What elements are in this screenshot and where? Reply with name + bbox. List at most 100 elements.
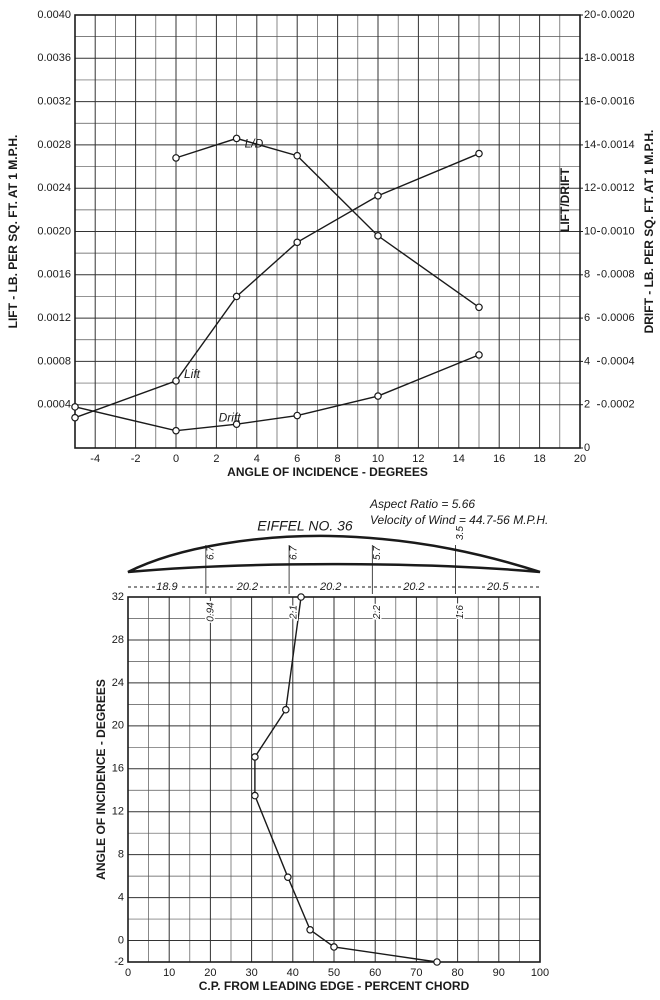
data-point	[293, 151, 302, 160]
series-label: L/D	[245, 137, 264, 151]
spacing-label: 20.2	[236, 581, 258, 593]
upper-ordinate: 5.7	[372, 546, 383, 560]
y-tick-label: 0.0036	[37, 52, 71, 64]
data-point	[475, 303, 483, 312]
upper-ordinate: 6.7	[206, 546, 217, 560]
upper-ordinate: 3.5	[455, 526, 466, 540]
spacing-label: 20.5	[486, 581, 509, 593]
data-point	[293, 238, 302, 247]
data-point	[284, 873, 292, 881]
data-point	[293, 411, 302, 420]
lower-ordinate: 2.2	[372, 605, 383, 620]
data-point	[232, 292, 241, 301]
y-tick-label: 24	[112, 677, 124, 689]
x-tick-label: 20	[204, 967, 216, 979]
y3-tick-label: 0.0012	[601, 182, 635, 194]
series-label: Lift	[184, 367, 201, 381]
x-tick-label: 6	[294, 453, 300, 465]
x-tick-label: 4	[254, 453, 260, 465]
y-tick-label: 0.0012	[37, 312, 71, 324]
x-axis-label: ANGLE OF INCIDENCE - DEGREES	[227, 465, 428, 479]
x-tick-label: 10	[372, 453, 384, 465]
data-point	[281, 705, 290, 714]
series-line	[74, 152, 480, 419]
y-axis-label: LIFT - LB. PER SQ. FT. AT 1 M.P.H.	[6, 135, 20, 329]
y3-tick-label: 0.0018	[601, 52, 635, 64]
y-tick-label: 20	[112, 720, 124, 732]
data-point	[374, 392, 382, 400]
series-line	[175, 137, 480, 308]
y2-tick-label: 8	[584, 269, 590, 281]
y3-tick-label: 0.0016	[601, 96, 635, 108]
lower-ordinate: 2.1	[289, 605, 300, 620]
airfoil-section	[127, 534, 541, 574]
x-tick-label: 8	[335, 453, 341, 465]
y3-tick-label: 0.0004	[601, 355, 635, 367]
y-tick-label: -2	[114, 956, 124, 968]
x-tick-label: 40	[287, 967, 299, 979]
y2-tick-label: 2	[584, 399, 590, 411]
y2-tick-label: 0	[584, 442, 590, 454]
x-tick-label: 70	[410, 967, 422, 979]
x-tick-label: 10	[163, 967, 175, 979]
chart-title: EIFFEL NO. 36	[257, 518, 353, 534]
y-tick-label: 32	[112, 591, 124, 603]
data-point	[172, 426, 180, 435]
data-point	[172, 377, 180, 385]
y3-tick-label: 0.0006	[601, 312, 635, 324]
spacing-label: 18.9	[156, 581, 177, 593]
x-tick-label: 2	[213, 453, 219, 465]
y-tick-label: 8	[118, 849, 124, 861]
x-tick-label: 20	[574, 453, 586, 465]
y-tick-label: 0.0008	[37, 355, 71, 367]
y3-tick-label: 0.0010	[601, 225, 635, 237]
data-point	[71, 403, 79, 411]
y-tick-label: 0.0024	[37, 182, 71, 194]
spacing-label: 20.2	[402, 581, 424, 593]
y-tick-label: 12	[112, 806, 124, 818]
y3-tick-label: 0.0014	[601, 139, 635, 151]
y-tick-label: 0.0028	[37, 139, 71, 151]
data-point	[330, 943, 338, 951]
series-line	[74, 354, 480, 432]
series-line	[254, 596, 438, 963]
x-tick-label: 50	[328, 967, 340, 979]
x-tick-label: 18	[533, 453, 545, 465]
x-tick-label: 90	[493, 967, 505, 979]
data-point	[232, 420, 241, 428]
y3-axis-label: DRIFT - LB. PER SQ. FT. AT 1 M.P.H.	[642, 130, 656, 334]
y2-tick-label: 14	[584, 139, 596, 151]
data-point	[475, 149, 483, 158]
y-tick-label: 0.0016	[37, 269, 71, 281]
y2-tick-label: 6	[584, 312, 590, 324]
y2-tick-label: 16	[584, 96, 596, 108]
upper-ordinate: 6.7	[289, 546, 300, 560]
y2-tick-label: 12	[584, 182, 596, 194]
x-tick-label: 14	[453, 453, 465, 465]
y2-axis-label: LIFT/DRIFT	[558, 167, 572, 232]
y2-tick-label: 4	[584, 355, 590, 367]
y-tick-label: 0.0004	[37, 399, 71, 411]
x-tick-label: 0	[173, 453, 179, 465]
x-tick-label: 0	[125, 967, 131, 979]
plot-frame	[127, 596, 541, 963]
annotation: Aspect Ratio = 5.66	[369, 497, 475, 511]
y2-tick-label: 20	[584, 9, 596, 21]
y-tick-label: 0.0020	[37, 225, 71, 237]
x-tick-label: -2	[131, 453, 141, 465]
y-tick-label: 4	[118, 891, 124, 903]
x-tick-label: 100	[531, 967, 549, 979]
y3-tick-label: 0.0002	[601, 399, 635, 411]
data-point	[475, 351, 483, 359]
data-point	[71, 413, 79, 422]
data-point	[172, 154, 180, 162]
spacing-label: 20.2	[319, 581, 341, 593]
x-tick-label: 30	[245, 967, 257, 979]
x-tick-label: -4	[90, 453, 100, 465]
data-point	[374, 232, 382, 240]
y-axis-label: ANGLE OF INCIDENCE - DEGREES	[94, 679, 108, 880]
data-point	[433, 958, 441, 966]
annotation: Velocity of Wind = 44.7-56 M.P.H.	[370, 513, 548, 527]
data-point	[297, 593, 305, 601]
